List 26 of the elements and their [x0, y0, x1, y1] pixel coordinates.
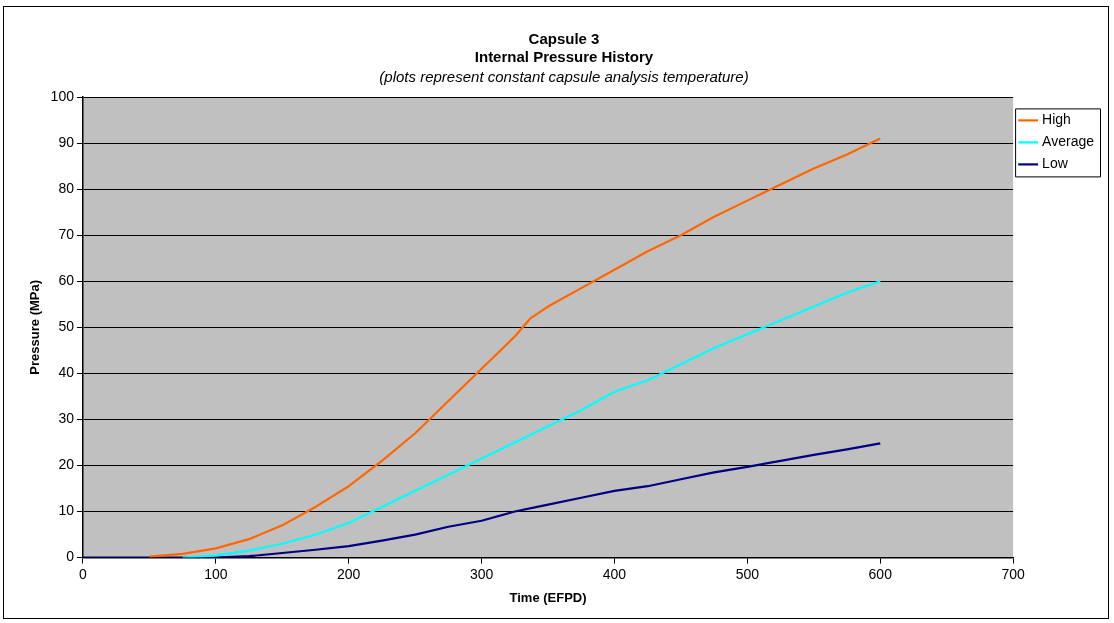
y-tick-label: 10 [58, 502, 75, 519]
x-tick-label: 100 [204, 565, 228, 582]
x-tick-label: 300 [469, 565, 494, 582]
chart-title: Capsule 3 Internal Pressure History [474, 30, 654, 66]
x-tick-label: 0 [79, 565, 88, 582]
y-tick-label: 0 [66, 548, 75, 565]
x-tick-label: 200 [337, 565, 361, 582]
x-tick-label: 500 [735, 565, 760, 582]
y-tick-label: 80 [58, 179, 75, 196]
y-tick-label: 90 [58, 133, 75, 150]
y-tick-label: 60 [58, 272, 75, 289]
y-axis-title: Pressure (MPa) [27, 279, 43, 375]
y-tick-label: 20 [58, 456, 75, 473]
legend-label: Average [1042, 133, 1095, 150]
x-axis-title: Time (EFPD) [509, 589, 587, 605]
y-tick-label: 70 [58, 226, 75, 243]
x-tick-label: 600 [868, 565, 893, 582]
x-tick-label: 700 [1001, 565, 1025, 582]
y-tick-label: 40 [58, 364, 75, 381]
y-tick-label: 50 [58, 318, 75, 335]
legend-label: Low [1042, 155, 1069, 172]
chart-subtitle: (plots represent constant capsule analysis temperature) [379, 68, 749, 86]
y-tick-label: 30 [58, 410, 75, 427]
x-tick-label: 400 [602, 565, 627, 582]
legend-label: High [1042, 111, 1071, 128]
y-tick-label: 100 [50, 87, 75, 104]
